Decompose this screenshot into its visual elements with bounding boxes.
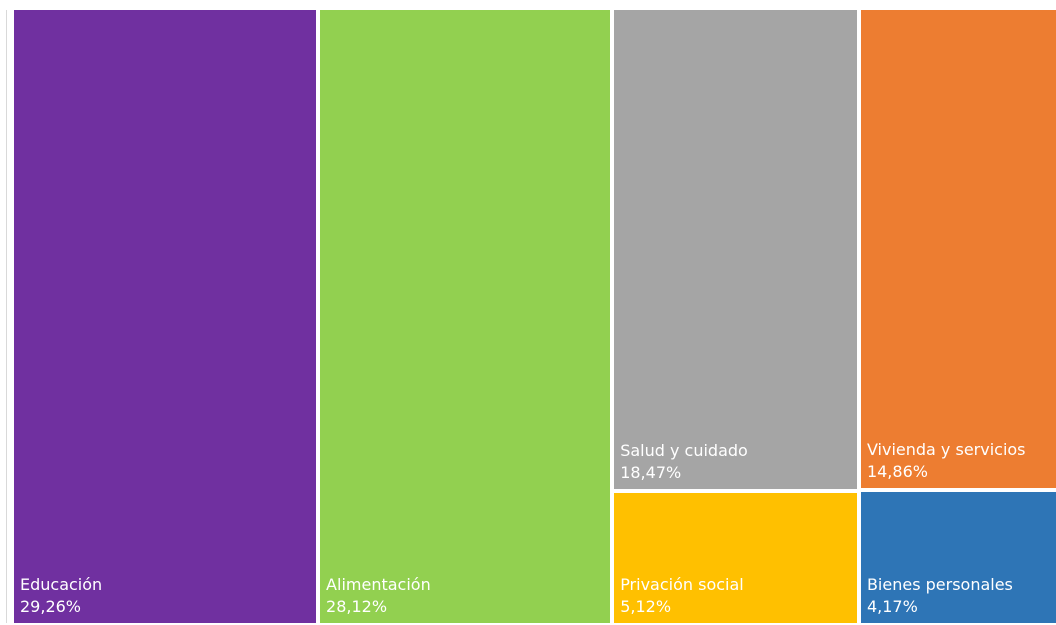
treemap-cell-vivienda-y-servicios: Vivienda y servicios 14,86%: [858, 8, 1056, 490]
treemap-cell-salud-y-cuidado: Salud y cuidado 18,47%: [612, 8, 859, 492]
cell-name-salud-y-cuidado: Salud y cuidado: [620, 441, 748, 461]
treemap-cell-alimentacion: Alimentación 28,12%: [318, 8, 613, 625]
left-border-line: [6, 10, 7, 623]
cell-name-alimentacion: Alimentación: [326, 575, 431, 594]
cell-value-vivienda-y-servicios: 14,86%: [866, 461, 928, 481]
cell-label-vivienda-y-servicios: Vivienda y servicios 14,86%: [867, 439, 1026, 483]
cell-name-privacion-social: Privación social: [620, 574, 744, 594]
cell-value-salud-y-cuidado: 18,47%: [620, 463, 682, 483]
cell-name-vivienda-y-servicios: Vivienda y servicios: [866, 439, 1026, 459]
cell-name-educacion: Educación: [20, 575, 103, 594]
treemap-cell-privacion-social: Privación social 5,12%: [612, 491, 859, 625]
cell-label-salud-y-cuidado: Salud y cuidado 18,47%: [620, 440, 748, 484]
cell-label-bienes-personales: Bienes personales 4,17%: [867, 574, 1013, 618]
cell-value-alimentacion: 28,12%: [326, 597, 388, 616]
cell-label-privacion-social: Privación social 5,12%: [620, 574, 744, 618]
cell-value-bienes-personales: 4,17%: [866, 596, 918, 616]
cell-value-educacion: 29,26%: [20, 597, 82, 616]
cell-value-privacion-social: 5,12%: [620, 596, 672, 616]
treemap-cell-educacion: Educación 29,26%: [12, 8, 319, 625]
cell-label-alimentacion: Alimentación 28,12%: [326, 574, 431, 618]
treemap-cell-bienes-personales: Bienes personales 4,17%: [858, 489, 1056, 625]
cell-label-educacion: Educación 29,26%: [20, 574, 102, 618]
cell-name-bienes-personales: Bienes personales: [866, 574, 1013, 594]
